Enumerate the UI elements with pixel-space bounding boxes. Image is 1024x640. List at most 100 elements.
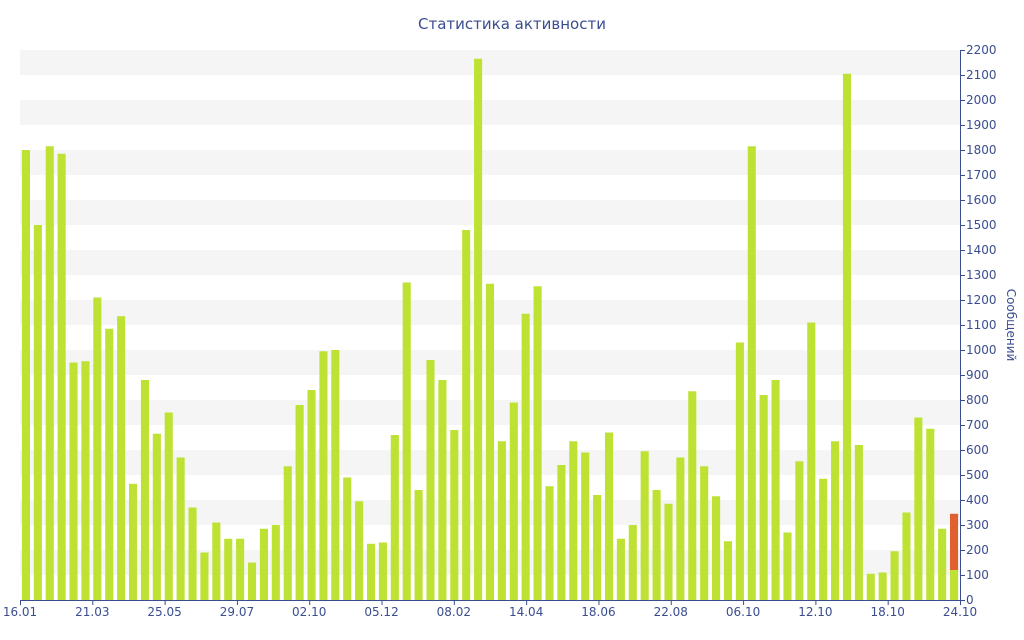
- bar: [450, 430, 459, 600]
- bar: [247, 562, 257, 600]
- bar: [664, 503, 673, 600]
- bar: [545, 486, 554, 600]
- bar: [712, 496, 721, 600]
- bar: [771, 380, 780, 600]
- bar: [307, 390, 316, 600]
- x-tick-label: 06.10: [726, 605, 760, 619]
- y-tick-label: 600: [966, 443, 989, 457]
- y-tick-label: 2100: [966, 68, 997, 82]
- y-tick-label: 1500: [966, 218, 997, 232]
- bar: [866, 573, 875, 600]
- bar: [938, 528, 947, 600]
- bar: [378, 542, 387, 600]
- y-tick-label: 700: [966, 418, 989, 432]
- bar: [700, 466, 709, 600]
- bar: [783, 532, 792, 600]
- bar: [93, 297, 102, 600]
- bar: [497, 441, 506, 600]
- bar: [343, 477, 352, 600]
- bar: [140, 380, 149, 600]
- bar: [485, 283, 495, 600]
- grid-band: [20, 100, 960, 125]
- bar: [390, 435, 399, 600]
- bar: [474, 58, 483, 600]
- bar: [200, 552, 209, 600]
- bar: [569, 441, 578, 600]
- y-tick-label: 1600: [966, 193, 997, 207]
- grid-band: [20, 50, 960, 75]
- y-tick-label: 2200: [966, 43, 997, 57]
- bar: [759, 395, 768, 600]
- bar: [271, 525, 280, 600]
- bar: [81, 361, 90, 600]
- bar: [842, 73, 852, 600]
- bar: [878, 572, 887, 600]
- bar: [355, 501, 364, 600]
- x-tick-label: 18.10: [871, 605, 905, 619]
- bar: [676, 457, 685, 600]
- bar: [176, 457, 185, 600]
- y-tick-label: 1800: [966, 143, 997, 157]
- bar: [45, 146, 54, 600]
- grid-band: [20, 200, 960, 225]
- grid-band: [20, 250, 960, 275]
- chart-title: Статистика активности: [418, 15, 606, 33]
- y-tick-label: 1700: [966, 168, 997, 182]
- x-tick-label: 16.01: [3, 605, 37, 619]
- bar: [616, 538, 625, 600]
- bar: [890, 551, 899, 600]
- bar: [652, 490, 661, 600]
- bars: [21, 58, 959, 600]
- bar: [914, 417, 923, 600]
- x-axis-ticks: 16.01 21.03 25.05 29.07 02.10 05.12 08.02 14.04…: [3, 600, 977, 619]
- x-tick-label: 18.06: [581, 605, 615, 619]
- bar: [795, 461, 804, 600]
- bar: [117, 316, 126, 600]
- bar: [521, 313, 530, 600]
- bar: [295, 405, 304, 600]
- bar: [69, 362, 78, 600]
- bar: [224, 538, 233, 600]
- y-tick-label: 800: [966, 393, 989, 407]
- bar: [926, 428, 935, 600]
- bar: [164, 412, 173, 600]
- bar: [236, 538, 245, 600]
- y-tick-label: 400: [966, 493, 989, 507]
- y-tick-label: 2000: [966, 93, 997, 107]
- bar-highlight-segment: [950, 513, 959, 570]
- bar: [747, 146, 756, 600]
- bar: [283, 466, 292, 600]
- bar: [831, 441, 840, 600]
- y-tick-label: 300: [966, 518, 989, 532]
- bar: [188, 507, 197, 600]
- bar: [819, 478, 828, 600]
- bar: [950, 570, 959, 600]
- bar: [331, 350, 340, 600]
- x-tick-label: 22.08: [654, 605, 688, 619]
- x-tick-label: 05.12: [364, 605, 398, 619]
- bar: [902, 512, 911, 600]
- x-tick-label: 02.10: [292, 605, 326, 619]
- bar: [807, 322, 816, 600]
- y-tick-label: 1000: [966, 343, 997, 357]
- grid-band: [20, 150, 960, 175]
- y-tick-label: 0: [966, 593, 974, 607]
- x-tick-label: 21.03: [75, 605, 109, 619]
- bar: [212, 522, 221, 600]
- bar: [259, 528, 268, 600]
- bar: [640, 451, 649, 600]
- bar: [604, 432, 614, 600]
- bar: [105, 328, 114, 600]
- bar: [688, 391, 697, 600]
- x-tick-label: 24.10: [943, 605, 977, 619]
- y-tick-label: 500: [966, 468, 989, 482]
- x-tick-label: 08.02: [437, 605, 471, 619]
- bar: [557, 465, 566, 600]
- bar: [402, 282, 411, 600]
- bar: [57, 153, 66, 600]
- y-tick-label: 100: [966, 568, 989, 582]
- bar: [462, 230, 471, 600]
- bar: [414, 490, 423, 600]
- x-tick-label: 29.07: [220, 605, 254, 619]
